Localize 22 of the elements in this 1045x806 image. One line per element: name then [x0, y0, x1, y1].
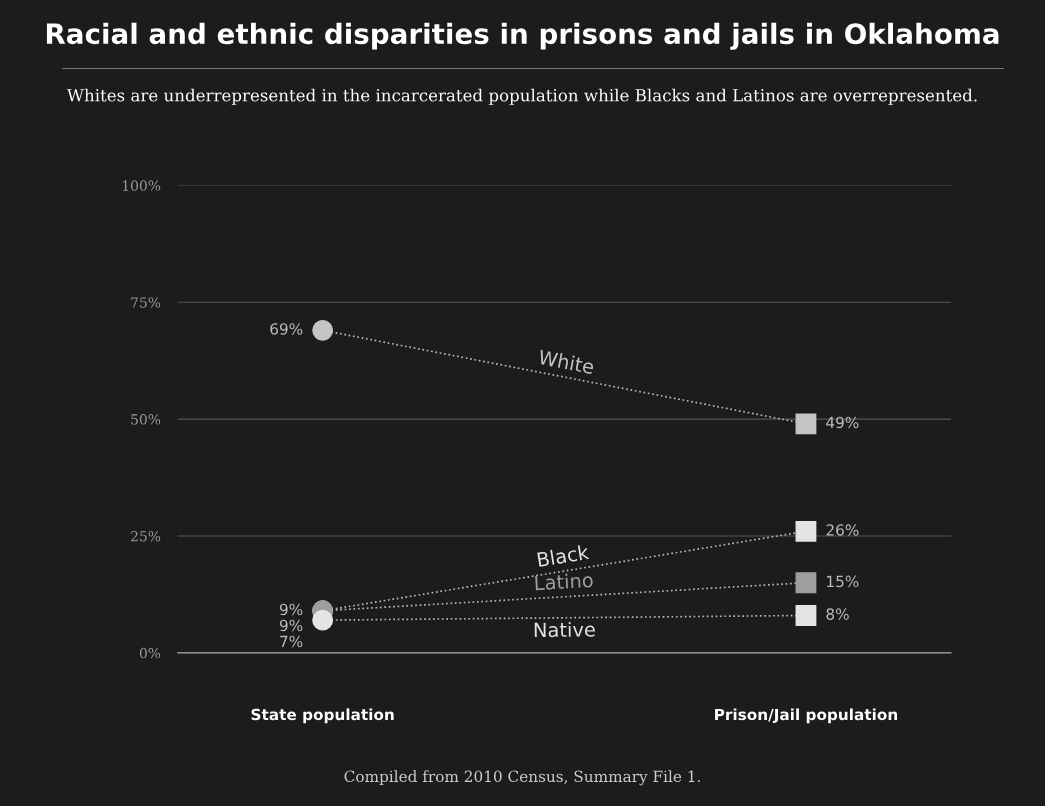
y-tick-label: 100%	[122, 180, 161, 191]
chart-subtitle: Whites are underrepresented in the incarcerated population while Blacks and Latinos are overrepresented.	[66, 88, 977, 105]
data-label: 26%	[826, 524, 859, 536]
data-label: 49%	[826, 416, 859, 429]
y-tick-label: 0%	[139, 647, 161, 659]
y-tick-label: 50%	[131, 414, 161, 425]
data-label: 7%	[280, 635, 303, 648]
chart-title: Racial and ethnic disparities in prisons and jails in Oklahoma	[46, 22, 999, 50]
x-tick-label: Prison/Jail population	[715, 708, 898, 724]
text: White	[537, 349, 595, 375]
data-label: 9%	[279, 619, 303, 632]
data-label: 15%	[827, 575, 859, 588]
text: Compiled from 2010 Census, Summary File 1.	[344, 770, 700, 786]
series-label: Latino	[535, 572, 593, 591]
data-label: 8%	[826, 608, 849, 620]
y-tick-label: 75%	[131, 297, 161, 308]
series-label: Native	[534, 621, 595, 638]
x-tick-label: State population	[251, 708, 394, 724]
text: Black	[537, 544, 590, 568]
data-label: 69%	[270, 323, 303, 335]
data-label: 9%	[279, 603, 303, 616]
y-tick-label: 25%	[131, 530, 161, 542]
